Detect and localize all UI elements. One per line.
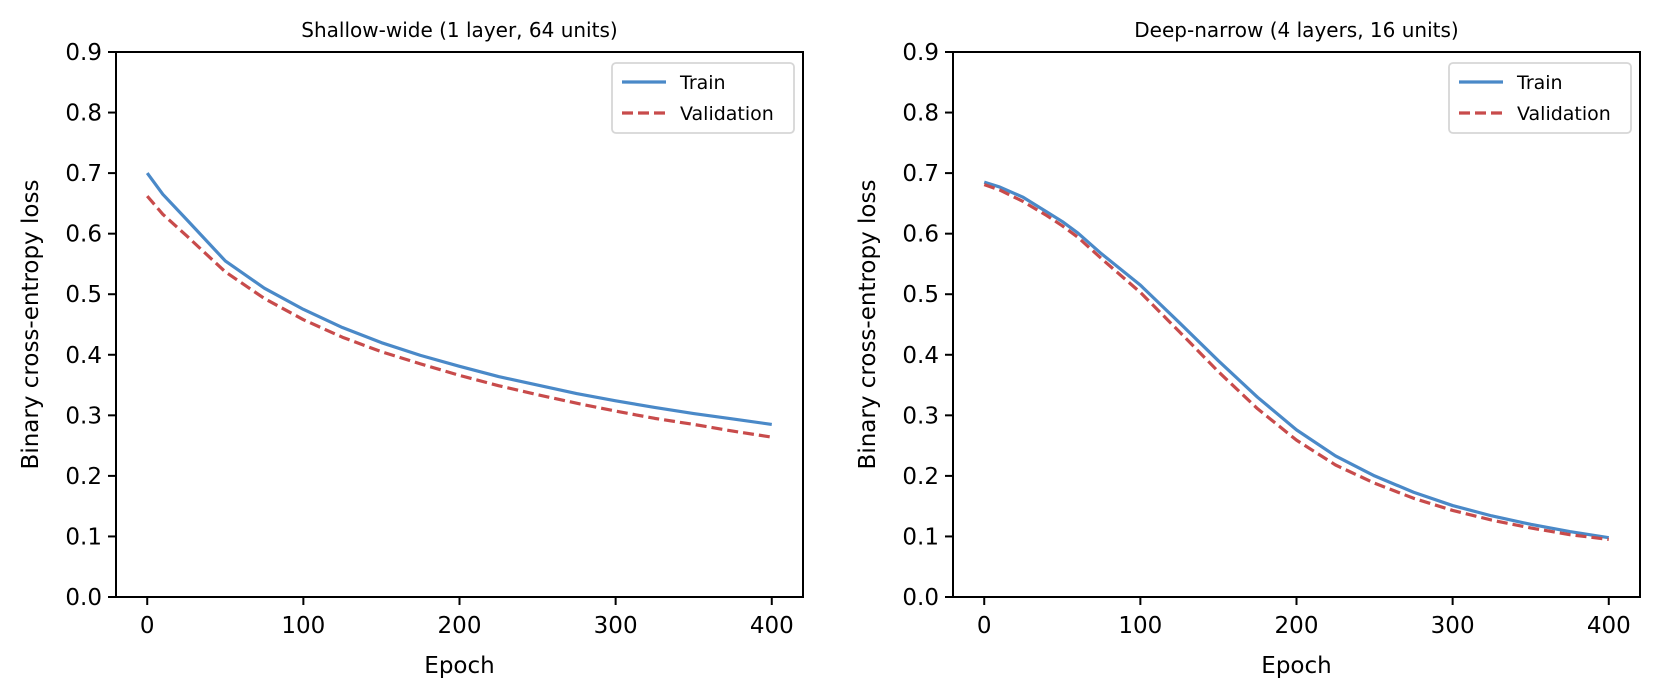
y-tick-label: 0.6 xyxy=(902,222,939,248)
y-tick-label: 0.4 xyxy=(902,343,939,369)
y-tick-label: 0.7 xyxy=(902,161,939,187)
legend-label-validation: Validation xyxy=(680,103,774,125)
legend: Train Validation xyxy=(611,62,795,134)
legend: Train Validation xyxy=(1448,62,1632,134)
y-tick-label: 0.0 xyxy=(902,585,939,611)
series-line-train xyxy=(145,172,772,427)
legend-label-train: Train xyxy=(1516,72,1563,94)
panel-shallow-wide: Shallow-wide (1 layer, 64 units) 0.0 0.1 0.… xyxy=(18,18,804,679)
x-tick-label: 300 xyxy=(1431,613,1475,639)
x-tick-label: 0 xyxy=(140,613,155,639)
y-tick-label: 0.1 xyxy=(65,524,102,550)
y-tick-label: 0.9 xyxy=(65,40,102,66)
panel-deep-narrow: Deep-narrow (4 layers, 16 units) 0.0 0.1 0.… xyxy=(855,18,1641,679)
chart-title: Shallow-wide (1 layer, 64 units) xyxy=(301,18,617,42)
x-tick-label: 100 xyxy=(1118,613,1162,639)
x-tick-label: 400 xyxy=(1587,613,1631,639)
series-line-validation xyxy=(146,195,773,439)
y-tick-label: 0.9 xyxy=(902,40,939,66)
y-tick-label: 0.1 xyxy=(902,524,939,550)
series-line-train xyxy=(983,180,1610,540)
y-tick-label: 0.8 xyxy=(65,101,102,127)
y-tick-label: 0.0 xyxy=(65,585,102,611)
x-tick-label: 100 xyxy=(281,613,325,639)
series-line-validation xyxy=(983,183,1609,542)
y-tick-label: 0.4 xyxy=(65,343,102,369)
y-tick-label: 0.6 xyxy=(65,222,102,248)
y-tick-label: 0.2 xyxy=(902,464,939,490)
y-tick-label: 0.7 xyxy=(65,161,102,187)
x-tick-label: 200 xyxy=(1275,613,1319,639)
x-axis-label: Epoch xyxy=(424,653,494,679)
x-tick-label: 400 xyxy=(750,613,794,639)
legend-label-train: Train xyxy=(679,72,726,94)
x-axis-label: Epoch xyxy=(1261,653,1331,679)
y-tick-label: 0.3 xyxy=(902,403,939,429)
y-tick-label: 0.2 xyxy=(65,464,102,490)
chart-title: Deep-narrow (4 layers, 16 units) xyxy=(1134,18,1458,42)
y-tick-label: 0.5 xyxy=(65,282,102,308)
x-tick-label: 300 xyxy=(594,613,638,639)
legend-label-validation: Validation xyxy=(1517,103,1611,125)
y-tick-label: 0.3 xyxy=(65,403,102,429)
y-axis-label: Binary cross-entropy loss xyxy=(18,180,44,470)
x-tick-label: 0 xyxy=(977,613,992,639)
y-tick-label: 0.5 xyxy=(902,282,939,308)
y-axis-label: Binary cross-entropy loss xyxy=(855,180,881,470)
y-tick-label: 0.8 xyxy=(902,101,939,127)
x-tick-label: 200 xyxy=(438,613,482,639)
